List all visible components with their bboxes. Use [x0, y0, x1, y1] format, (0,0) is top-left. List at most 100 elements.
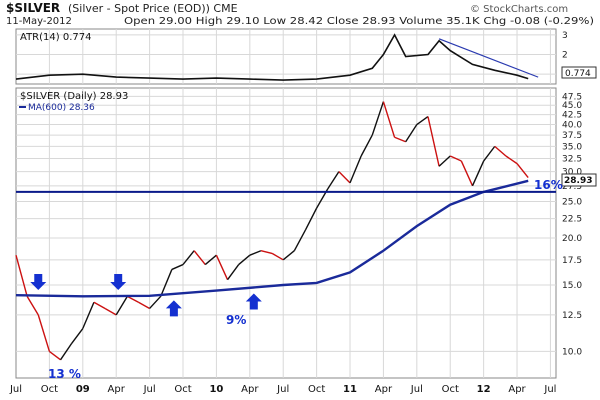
- price-segment: [382, 101, 396, 138]
- price-segment: [115, 295, 128, 316]
- x-tick-label: Jul: [276, 384, 289, 395]
- price-y-tick-label: 10.0: [562, 347, 582, 357]
- quote-date: 11-May-2012: [6, 16, 72, 27]
- atr-line: [15, 33, 529, 81]
- price-y-tick-label: 35.0: [562, 142, 582, 152]
- price-y-tick-label: 42.5: [562, 111, 582, 121]
- x-tick-label: Oct: [41, 384, 58, 395]
- price-panel-frame: [15, 87, 557, 379]
- price-segment: [127, 295, 139, 303]
- price-segment: [427, 116, 440, 167]
- price-segment: [26, 295, 39, 316]
- price-grid: 10.0 12.5 15.0 17.5 20.0 22.5 25.0 27.5 30.0 32.5…: [16, 88, 582, 378]
- price-segment: [182, 250, 195, 265]
- price-y-tick-label: 32.5: [562, 155, 582, 165]
- chart-header: $SILVER (Silver - Spot Price (EOD)) CME …: [6, 1, 594, 27]
- price-segment: [338, 171, 351, 184]
- price-segment: [304, 207, 318, 231]
- atr-y-tick-label: 3: [562, 31, 568, 41]
- price-segment: [460, 160, 474, 187]
- x-tick-label: Apr: [508, 384, 526, 395]
- x-tick-label: Jul: [410, 384, 423, 395]
- price-y-tick-label: 12.5: [562, 311, 582, 321]
- price-segment: [48, 350, 61, 361]
- price-segment: [93, 301, 106, 310]
- x-axis: Jul Oct 09 Apr Jul Oct 10 Apr Jul Oct 11 Apr Jul Oct 1…: [9, 384, 557, 395]
- stockcharts-watermark: © StockCharts.com: [470, 4, 568, 15]
- price-segment: [271, 252, 284, 261]
- price-segment: [349, 155, 362, 184]
- price-segment: [438, 155, 451, 167]
- price-segment: [293, 229, 307, 252]
- price-segment: [138, 301, 150, 310]
- annotation-13-pct: 13 %: [48, 367, 81, 381]
- x-tick-label: Oct: [174, 384, 191, 395]
- x-tick-label: Jul: [143, 384, 156, 395]
- atr-trendline: [438, 38, 539, 78]
- price-segment: [449, 155, 462, 162]
- ticker-description: (Silver - Spot Price (EOD)) CME: [68, 2, 238, 15]
- arrow-down-icon: [30, 274, 47, 291]
- price-segment: [59, 343, 73, 361]
- price-segment: [405, 124, 418, 143]
- price-y-tick-label: 30.0: [562, 168, 582, 178]
- atr-panel-frame: [15, 28, 557, 85]
- price-segment: [505, 155, 518, 165]
- price-panel: 10.0 12.5 15.0 17.5 20.0 22.5 25.0 27.5 30.0 32.5…: [9, 87, 597, 395]
- x-tick-label: 10: [209, 384, 223, 395]
- price-segment: [483, 145, 496, 162]
- chart-annotations: 13 % 9% 16%: [30, 178, 563, 381]
- arrow-up-icon: [165, 300, 182, 317]
- price-y-tick-label: 45.0: [562, 101, 582, 111]
- price-segment: [471, 160, 485, 187]
- price-segment: [494, 145, 507, 157]
- price-segment: [238, 254, 251, 266]
- arrow-down-icon: [110, 274, 127, 291]
- x-tick-label: Oct: [442, 384, 459, 395]
- ma-600-line: [15, 179, 529, 298]
- price-segment: [371, 101, 385, 136]
- atr-last-value-box: [561, 66, 597, 79]
- arrow-up-icon: [245, 293, 262, 310]
- ma-label: MA(600) 28.36: [28, 103, 95, 113]
- price-segment: [37, 314, 51, 352]
- price-y-tick-label: 25.0: [562, 197, 582, 207]
- price-segment: [282, 250, 295, 261]
- x-tick-label: Oct: [308, 384, 325, 395]
- atr-label: ATR(14) 0.774: [20, 32, 91, 43]
- price-segment: [193, 250, 206, 265]
- price-y-tick-label: 37.5: [562, 131, 582, 141]
- price-y-tick-label: 27.5: [562, 182, 582, 192]
- price-segment: [171, 263, 184, 271]
- annotation-16-pct: 16%: [534, 178, 563, 192]
- price-y-tick-label: 40.0: [562, 121, 582, 131]
- price-y-tick-label: 47.5: [562, 92, 582, 102]
- price-segment: [149, 295, 162, 309]
- price-label: $SILVER (Daily) 28.93: [20, 91, 128, 102]
- x-tick-label: Apr: [241, 384, 259, 395]
- price-segment: [104, 307, 117, 316]
- x-tick-label: Apr: [375, 384, 393, 395]
- price-segment: [15, 255, 28, 297]
- price-segment: [327, 171, 340, 190]
- atr-series: [15, 33, 539, 81]
- price-segment: [260, 250, 273, 255]
- price-y-tick-label: 22.5: [562, 215, 582, 225]
- price-segment: [226, 264, 240, 281]
- x-tick-label: 12: [477, 384, 491, 395]
- price-y-tick-label: 15.0: [562, 281, 582, 291]
- price-segment: [204, 254, 217, 266]
- atr-last-value: 0.774: [565, 69, 591, 79]
- ticker-symbol: $SILVER: [6, 1, 60, 15]
- x-tick-label: Jul: [543, 384, 556, 395]
- annotation-9-pct: 9%: [226, 313, 246, 327]
- price-segment: [516, 163, 529, 178]
- price-segment: [82, 302, 95, 329]
- x-tick-label: 09: [76, 384, 90, 395]
- price-series: [15, 101, 556, 361]
- price-segment: [215, 254, 229, 280]
- price-segment: [394, 136, 406, 143]
- quote-values: Open 29.00 High 29.10 Low 28.42 Close 28…: [124, 16, 594, 27]
- x-tick-label: Jul: [9, 384, 22, 395]
